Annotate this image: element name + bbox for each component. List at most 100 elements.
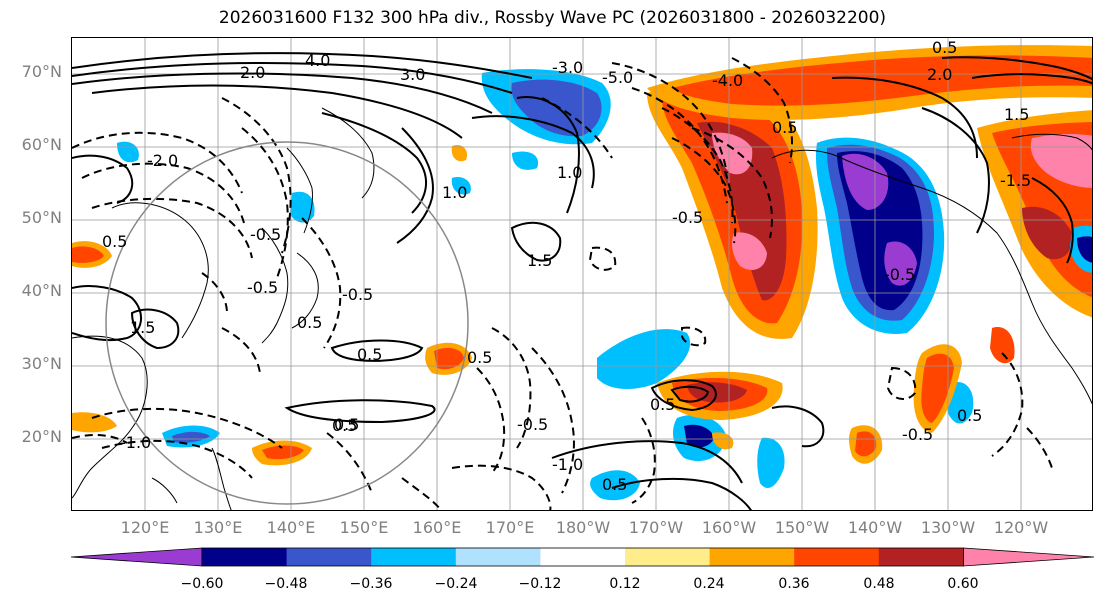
longitude-label: 160°E [412, 518, 462, 537]
contour-label: 1.5 [527, 251, 552, 270]
positive-anomaly-region [434, 347, 464, 370]
coastlines [72, 107, 1092, 510]
contour-label: -1.0 [552, 455, 583, 474]
contour-label: 1.0 [442, 183, 467, 202]
longitude-label: 150°W [774, 518, 830, 537]
colorbar-tick-label: 0.24 [693, 576, 725, 592]
contour-label: 2.0 [927, 65, 952, 84]
contour-label: -0.5 [672, 208, 703, 227]
graticule [72, 38, 1092, 510]
colorbar-segment [202, 548, 288, 566]
contour-label: 3.0 [400, 65, 425, 84]
negative-anomaly-region [172, 431, 210, 443]
longitude-label: 140°E [266, 518, 316, 537]
colorbar-segment [794, 548, 880, 566]
negative-anomaly-region [757, 437, 785, 488]
contour-label: -0.5 [902, 425, 933, 444]
contour-label: -0.5 [342, 285, 373, 304]
positive-anomaly-region [687, 382, 747, 403]
colorbar-tick-label: 0.60 [947, 576, 979, 592]
negative-anomaly-region [597, 329, 691, 390]
positive-contours [72, 52, 1092, 510]
contour-label: 0.5 [357, 345, 382, 364]
latitude-label: 70°N [21, 62, 62, 81]
longitude-label: 120°E [120, 518, 170, 537]
contour-label: 0.5 [332, 416, 357, 435]
contour-label: 0.5 [102, 232, 127, 251]
colorbar-tick-label: −0.60 [180, 576, 224, 592]
latitude-label: 20°N [21, 427, 62, 446]
contour-label: -0.5 [884, 265, 915, 284]
negative-anomaly-region [884, 241, 917, 286]
colorbar-tick-label: 0.12 [609, 576, 641, 592]
latitude-label: 30°N [21, 354, 62, 373]
negative-contours [72, 57, 1053, 510]
positive-anomaly-region [451, 144, 468, 162]
negative-anomaly-region [1077, 236, 1092, 263]
negative-anomaly-region [451, 177, 471, 195]
longitude-label: 160°W [701, 518, 757, 537]
contour-label: 0.5 [957, 406, 982, 425]
colorbar-tick-label: 0.48 [863, 576, 895, 592]
contour-label: -0.5 [250, 225, 281, 244]
contour-label: 0.5 [772, 118, 797, 137]
contour-label: 0.5 [334, 415, 359, 434]
colorbar-tick-label: −0.48 [264, 576, 308, 592]
longitude-label: 170°E [485, 518, 535, 537]
colorbar-tick-label: −0.12 [518, 576, 562, 592]
positive-anomaly-region [712, 132, 753, 175]
contour-label: 0.5 [932, 38, 957, 57]
positive-anomaly-region [855, 431, 877, 457]
colorbar-segment [455, 548, 541, 566]
colorbar-segment [371, 548, 457, 566]
negative-anomaly-region [117, 141, 139, 163]
longitude-label: 120°W [993, 518, 1049, 537]
longitude-label: 130°E [193, 518, 243, 537]
longitude-label: 130°W [920, 518, 976, 537]
longitude-label: 140°W [847, 518, 903, 537]
contour-label: -3.0 [552, 58, 583, 77]
latitude-label: 60°N [21, 135, 62, 154]
negative-anomaly-region [684, 424, 714, 448]
colorbar-segments [70, 547, 1095, 567]
contour-label: -2.0 [147, 151, 178, 170]
colorbar-tick-label: −0.24 [434, 576, 478, 592]
negative-anomaly-region [512, 151, 539, 170]
map-panel[interactable]: 4.0 3.0 2.0 -2.0 0.5 1.5 -0.5 -0.5 -0.5 … [71, 37, 1093, 511]
contour-label-layer: 4.0 3.0 2.0 -2.0 0.5 1.5 -0.5 -0.5 -0.5 … [102, 38, 1031, 494]
longitude-label: 170°W [628, 518, 684, 537]
positive-anomaly-region [72, 246, 104, 263]
longitude-label: 150°E [339, 518, 389, 537]
colorbar-extend-high [963, 547, 1095, 567]
latitude-label: 50°N [21, 208, 62, 227]
latitude-label: 40°N [21, 281, 62, 300]
contour-label: -1.0 [120, 433, 151, 452]
contour-label: -0.5 [517, 415, 548, 434]
focus-circle [105, 141, 469, 505]
colorbar-extend-low [70, 547, 203, 567]
positive-anomaly-region [262, 445, 304, 460]
positive-anomaly-region [1030, 133, 1092, 188]
contour-label: 4.0 [305, 51, 330, 70]
contour-label: 0.5 [297, 313, 322, 332]
colorbar-tick-label: 0.36 [778, 576, 810, 592]
colorbar-tick-label: −0.36 [349, 576, 393, 592]
contour-label: 0.5 [467, 348, 492, 367]
page-title: 2026031600 F132 300 hPa div., Rossby Wav… [218, 8, 887, 28]
positive-anomaly-region [990, 327, 1015, 364]
colorbar-segment [540, 548, 626, 566]
positive-anomaly-region [72, 412, 117, 433]
colorbar [70, 547, 1095, 567]
contour-label: 2.0 [240, 63, 265, 82]
shading-layer [72, 45, 1092, 501]
colorbar-segment [286, 548, 372, 566]
negative-anomaly-region [290, 191, 315, 223]
negative-anomaly-region [590, 470, 640, 501]
positive-anomaly-region [921, 353, 954, 423]
colorbar-segment [709, 548, 795, 566]
contour-label: -4.0 [712, 71, 743, 90]
contour-label: -0.5 [247, 278, 278, 297]
colorbar-frame [201, 547, 964, 567]
longitude-label: 180°W [555, 518, 611, 537]
contour-label: 1.5 [130, 318, 155, 337]
